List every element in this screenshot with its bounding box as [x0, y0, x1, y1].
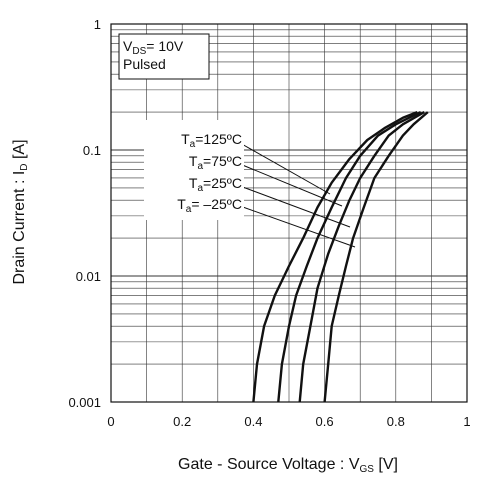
series-label-125c: Ta=125ºC [181, 131, 242, 150]
x-tick-label: 0.2 [173, 414, 191, 429]
x-tick-label: 0 [107, 414, 114, 429]
leader-line [239, 163, 343, 207]
series-line [277, 111, 422, 403]
x-tick-label: 0.4 [244, 414, 262, 429]
series-line [298, 111, 425, 403]
series-label-75c: Ta=75ºC [189, 153, 242, 172]
series-lines [252, 110, 429, 403]
series-legend: Ta=125ºC Ta=75ºC Ta=25ºC Ta= –25ºC [144, 120, 244, 220]
condition-pulsed: Pulsed [123, 56, 166, 72]
leader-line [239, 142, 331, 195]
x-tick-label: 0.6 [316, 414, 334, 429]
series-label-25c: Ta=25ºC [189, 175, 242, 194]
series-line [323, 111, 429, 403]
series-line [252, 110, 418, 403]
y-axis-title: Drain Current : ID [A] [11, 139, 30, 284]
x-tick-label: 0.8 [387, 414, 405, 429]
y-tick-label: 0.001 [68, 395, 101, 410]
leader-line [239, 185, 351, 228]
condition-vds: VDS= 10V [123, 38, 184, 57]
y-tick-label: 0.1 [83, 143, 101, 158]
plot-frame [110, 23, 468, 403]
leader-line [239, 205, 356, 248]
series-label-minus25c: Ta= –25ºC [177, 196, 242, 215]
y-tick-label: 0.01 [76, 269, 101, 284]
x-tick-label: 1 [463, 414, 470, 429]
y-tick-label: 1 [94, 17, 101, 32]
grid [111, 24, 467, 402]
tick-labels: 0 0.2 0.4 0.6 0.8 1 1 0.1 0.01 0.001 [68, 17, 470, 429]
label-leader-lines [239, 142, 356, 248]
x-axis-title: Gate - Source Voltage : VGS [V] [178, 456, 398, 475]
conditions-box: VDS= 10V Pulsed [118, 33, 210, 80]
